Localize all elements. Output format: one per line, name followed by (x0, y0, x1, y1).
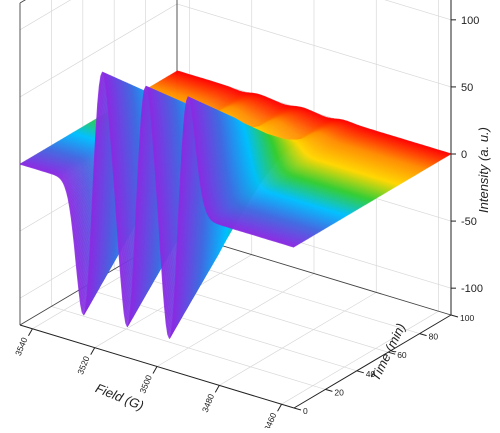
field-axis-tick (28, 328, 33, 337)
intensity-tick-label: 0 (461, 149, 467, 161)
gridline-back-intensity (176, 3, 452, 88)
time-tick-label: 40 (366, 369, 376, 379)
field-tick-label: 3520 (75, 354, 91, 376)
intensity-tick-label: -100 (461, 283, 483, 295)
time-axis-tick (450, 314, 459, 318)
surface-trace (19, 71, 295, 339)
time-axis-tick (325, 388, 333, 392)
gridline-floor-field (281, 310, 439, 405)
time-axis-tick (419, 333, 427, 337)
gridline-left-intensity (19, 0, 72, 31)
time-axis-line (293, 314, 452, 409)
field-tick-label: 3480 (200, 392, 216, 414)
field-tick-label: 3460 (262, 411, 278, 428)
time-tick-label: 20 (334, 387, 344, 397)
time-tick-label: 0 (303, 406, 308, 416)
gridline-floor-time (51, 306, 326, 390)
chart-axes: 3540 3520 3500 3480 3460 0 20 40 60 80 100 100 50 0 -5… (13, 0, 483, 432)
time-tick-label: 80 (429, 332, 439, 342)
field-axis-tick (214, 385, 220, 393)
field-axis-tick (277, 403, 282, 412)
field-tick-label: 3540 (13, 336, 29, 358)
gridline-left-intensity (19, 3, 178, 98)
frame-left-top (19, 0, 26, 4)
field-axis-tick (152, 366, 158, 374)
field-axis-tick (90, 347, 96, 355)
gridline-back-intensity (384, 0, 452, 21)
time-axis-tick (388, 351, 396, 355)
time-axis-tick (293, 407, 302, 411)
gridline-floor-time (114, 268, 389, 353)
field-tick-label: 3500 (137, 373, 153, 395)
intensity-tick-label: 100 (461, 15, 479, 27)
time-tick-label: 100 (460, 313, 474, 323)
gridline-floor-field (156, 273, 315, 367)
time-axis-tick (356, 370, 364, 374)
intensity-tick-label: 50 (461, 82, 473, 94)
intensity-tick-label: -50 (461, 216, 477, 228)
gridline-floor-field (219, 292, 377, 386)
intensity-axis-title: Intensity (a. u.) (476, 127, 491, 213)
time-tick-label: 60 (397, 350, 407, 360)
field-axis-title: Field (G) (93, 380, 145, 413)
chart-surface (19, 70, 452, 339)
